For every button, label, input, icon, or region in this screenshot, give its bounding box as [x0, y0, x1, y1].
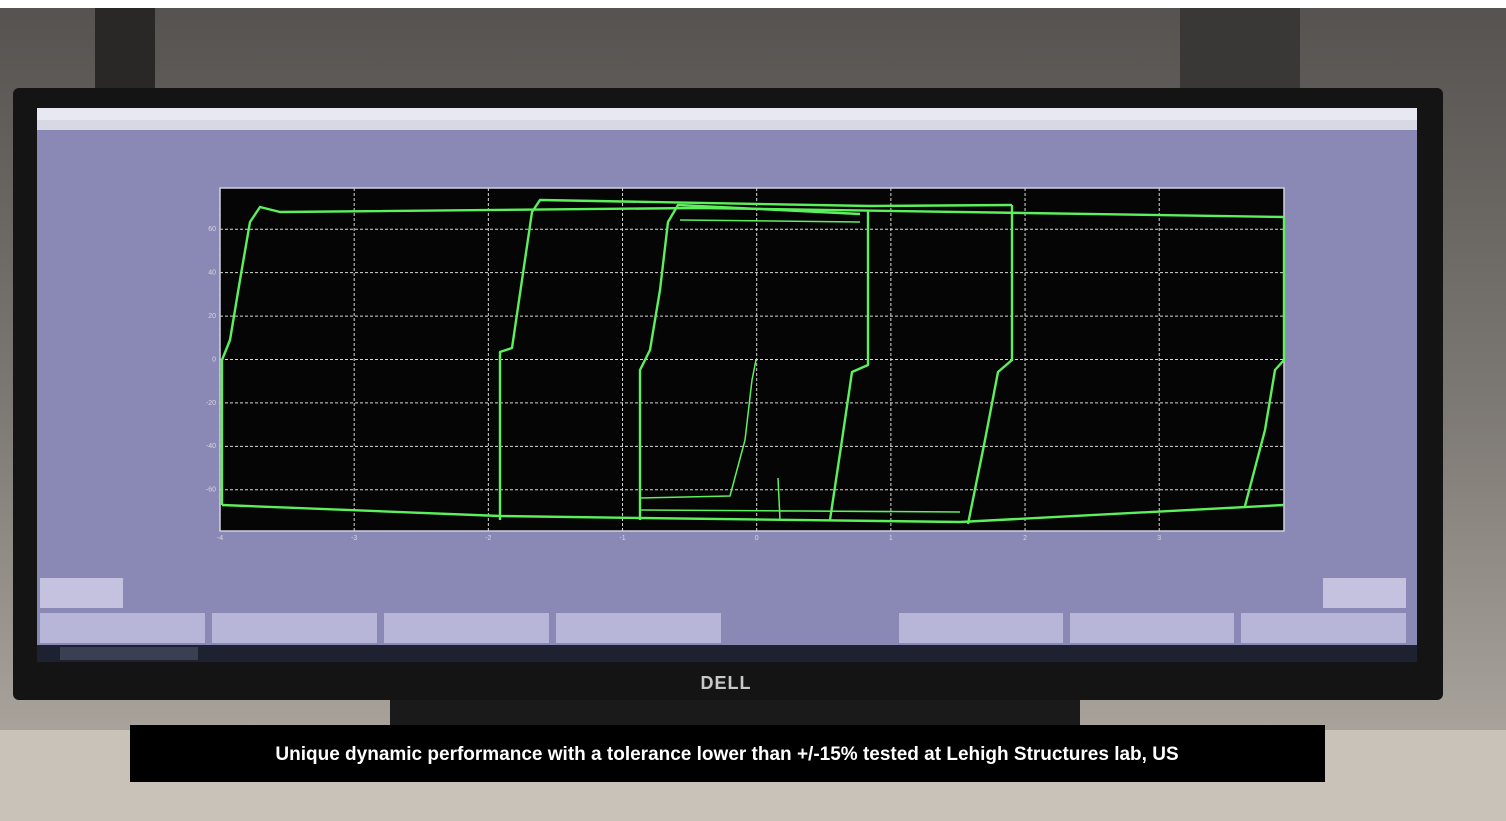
- button[interactable]: [899, 613, 1063, 643]
- button[interactable]: [40, 578, 123, 608]
- button[interactable]: [556, 613, 721, 643]
- window-titlebar: [37, 108, 1417, 120]
- y-tick-label: -40: [206, 443, 216, 450]
- x-tick-label: -1: [619, 535, 625, 542]
- y-tick-label: -20: [206, 400, 216, 407]
- y-tick-label: 0: [212, 356, 216, 363]
- y-tick-label: 20: [208, 313, 216, 320]
- x-tick-label: -2: [485, 535, 491, 542]
- shelf-post: [1180, 8, 1300, 98]
- button[interactable]: [40, 613, 205, 643]
- button[interactable]: [384, 613, 549, 643]
- y-tick-label: 60: [208, 226, 216, 233]
- page: {"monitor": {"brand": "DELL"}, "screen":…: [0, 0, 1506, 821]
- y-tick-label: -60: [206, 487, 216, 494]
- x-tick-label: 2: [1023, 535, 1027, 542]
- shelf-post: [95, 8, 155, 98]
- scene: DELL 60 40 20 0 -20 -40 -60 -4 -3 -2 -1 0 1 2 3 Unique…: [0, 0, 1506, 821]
- x-tick-label: 0: [755, 535, 759, 542]
- monitor-logo: DELL: [701, 673, 752, 693]
- button[interactable]: [1241, 613, 1406, 643]
- taskbar: [37, 645, 1417, 662]
- x-tick-label: -4: [217, 535, 223, 542]
- caption: Unique dynamic performance with a tolera…: [275, 744, 1178, 765]
- y-tick-label: 40: [208, 270, 216, 277]
- button[interactable]: [1323, 578, 1406, 608]
- button[interactable]: [1070, 613, 1234, 643]
- window-menubar: [37, 120, 1417, 130]
- top-strip: [0, 0, 1506, 8]
- x-tick-label: -3: [351, 535, 357, 542]
- button[interactable]: [212, 613, 377, 643]
- x-tick-label: 1: [889, 535, 893, 542]
- x-tick-label: 3: [1157, 535, 1161, 542]
- search-box[interactable]: [60, 647, 198, 660]
